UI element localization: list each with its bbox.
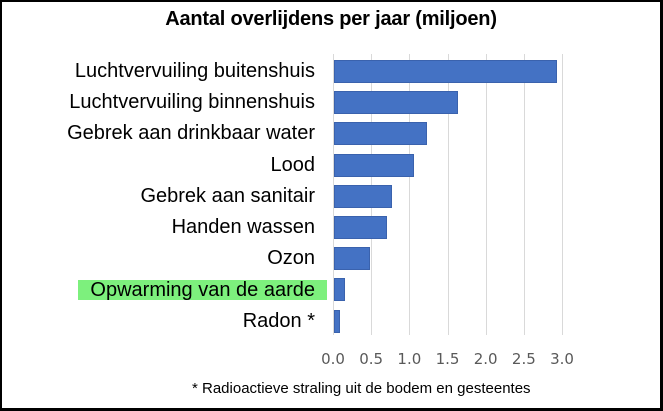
category-label: Gebrek aan sanitair [140,184,315,207]
x-tick-label: 2.5 [511,350,536,368]
plot-area [333,54,565,335]
category-label: Handen wassen [171,216,315,238]
x-tick-label: 1.0 [397,350,422,368]
footnote: * Radioactieve straling uit de bodem en … [192,380,531,397]
bar [334,122,428,146]
x-tick-label: 2.0 [473,350,498,368]
bar [334,216,388,239]
x-tick-label: 1.5 [435,350,460,368]
category-label: Radon * [242,309,315,332]
category-label: Luchtvervuiling binnenshuis [69,91,315,114]
gridline [409,54,411,335]
x-tick-label: 3.0 [550,350,574,368]
bar [334,278,346,302]
category-label: Lood [270,153,316,176]
bar [334,184,392,208]
gridline [523,54,525,335]
y-axis-line [333,54,334,335]
x-tick-label: 0.5 [359,350,384,368]
category-label: Luchtvervuiling buitenshuis [74,60,315,82]
bar [334,309,341,333]
bar [334,60,557,83]
bar [334,91,459,115]
category-label: Gebrek aan drinkbaar water [67,122,315,145]
bar [334,153,415,177]
category-label: Opwarming van de aarde [78,279,327,300]
category-label: Ozon [267,247,315,270]
x-tick-label: 0.0 [321,350,345,368]
chart-title: Aantal overlijdens per jaar (miljoen) [165,8,497,30]
bar [334,247,370,271]
gridline [562,54,563,335]
gridline [485,54,487,335]
gridline [447,54,449,335]
